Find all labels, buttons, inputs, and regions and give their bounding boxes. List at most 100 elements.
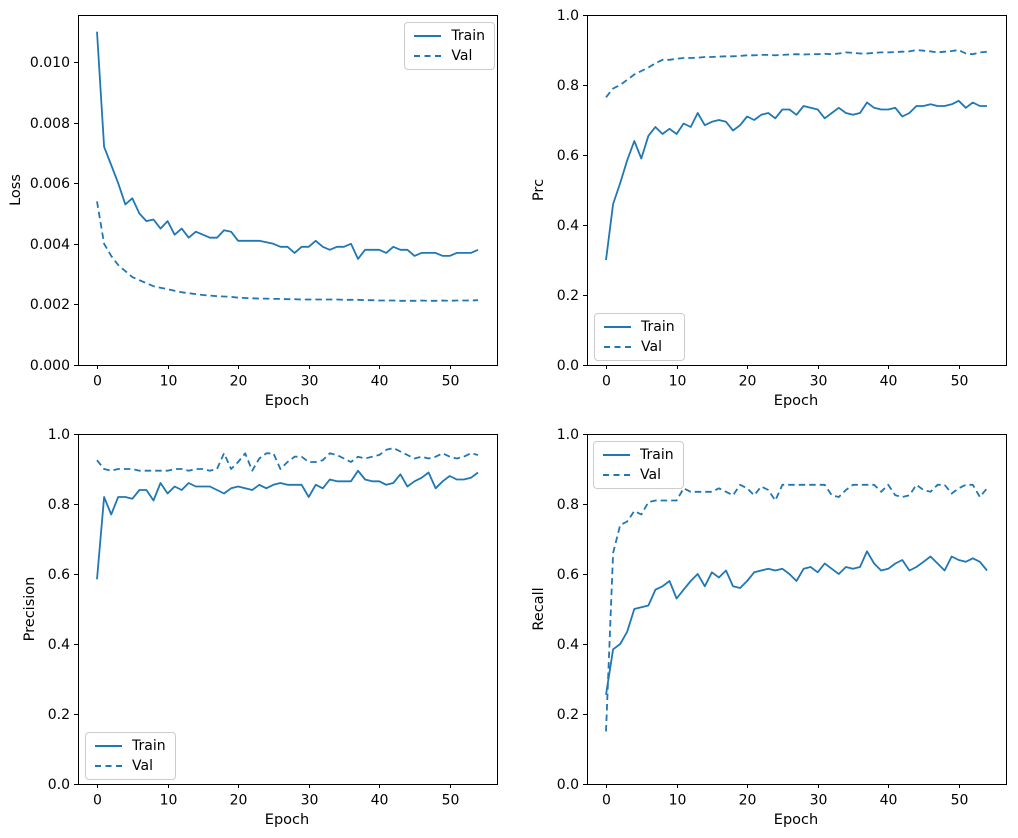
axes-frame	[587, 434, 1007, 785]
y-tick-label: 0.006	[30, 176, 70, 192]
x-tick-label: 0	[93, 373, 102, 389]
y-tick-label: 0.6	[557, 148, 579, 164]
legend-item-train: Train	[603, 447, 674, 463]
x-tick-label: 50	[951, 373, 969, 389]
train-line-sample	[414, 35, 442, 37]
x-tick-label: 20	[739, 792, 757, 808]
y-tick-label: 0.8	[48, 497, 70, 513]
axes-frame	[78, 15, 498, 366]
train-line	[96, 469, 479, 580]
y-tick-label: 0.6	[48, 567, 70, 583]
legend-item-val: Val	[95, 758, 166, 774]
y-tick-label: 0.004	[30, 237, 70, 253]
legend-label-val: Val	[641, 339, 662, 355]
legend-label-val: Val	[132, 758, 153, 774]
x-tick-label: 0	[602, 373, 611, 389]
legend-item-train: Train	[414, 28, 485, 44]
train-line-sample	[604, 326, 631, 328]
legend-label-val: Val	[640, 467, 661, 483]
legend-item-val: Val	[603, 467, 674, 483]
val-line	[96, 447, 479, 472]
x-tick-label: 50	[442, 792, 460, 808]
y-tick-label: 0.2	[48, 707, 70, 723]
val-line	[96, 201, 479, 302]
x-axis-label: Epoch	[264, 393, 310, 409]
legend-item-train: Train	[95, 738, 166, 754]
val-line-sample	[604, 346, 631, 348]
train-line-sample	[95, 745, 122, 747]
legend-label-train: Train	[132, 738, 166, 754]
x-tick-label: 40	[880, 792, 898, 808]
y-tick-label: 0.4	[48, 637, 70, 653]
legend-label-train: Train	[641, 319, 675, 335]
x-tick-label: 0	[93, 792, 102, 808]
legend-item-val: Val	[414, 48, 485, 64]
y-tick-label: 0.010	[30, 55, 70, 71]
legend-item-train: Train	[604, 319, 675, 335]
prc-subplot: 0 10 20 30 40 50 0.0 0.2 0.4 0.6 0.8 1.0 Prc Epoch …	[509, 0, 1018, 419]
y-tick-label: 0.8	[557, 497, 579, 513]
y-axis-label: Loss	[8, 174, 24, 206]
legend-label-train: Train	[451, 28, 485, 44]
train-line-sample	[603, 454, 630, 456]
x-axis-label: Epoch	[773, 812, 819, 828]
y-tick-label: 0.0	[557, 358, 579, 374]
x-tick-label: 40	[371, 373, 389, 389]
x-tick-label: 30	[301, 373, 319, 389]
x-tick-label: 40	[880, 373, 898, 389]
y-tick-label: 0.0	[557, 777, 579, 793]
y-axis-label: Precision	[22, 576, 38, 642]
x-tick-label: 30	[810, 373, 828, 389]
prc-plot-area: 0 10 20 30 40 50 0.0 0.2 0.4 0.6 0.8 1.0	[557, 8, 1007, 389]
x-tick-label: 50	[442, 373, 460, 389]
x-tick-label: 10	[160, 792, 178, 808]
x-tick-label: 10	[160, 373, 178, 389]
train-line	[605, 550, 988, 695]
x-axis-label: Epoch	[773, 393, 819, 409]
x-tick-label: 50	[951, 792, 969, 808]
recall-plot-area: 0 10 20 30 40 50 0.0 0.2 0.4 0.6 0.8 1.0	[557, 427, 1007, 808]
precision-subplot: 0 10 20 30 40 50 0.0 0.2 0.4 0.6 0.8 1.0 Precision …	[0, 419, 509, 838]
x-tick-label: 20	[739, 373, 757, 389]
val-line-sample	[95, 765, 122, 767]
legend-label-val: Val	[451, 48, 473, 64]
x-tick-label: 20	[230, 792, 248, 808]
y-tick-label: 1.0	[48, 427, 70, 443]
val-line	[605, 483, 988, 732]
val-line-sample	[603, 474, 630, 476]
legend: Train Val	[85, 732, 176, 780]
y-tick-label: 0.000	[30, 358, 70, 374]
legend-item-val: Val	[604, 339, 675, 355]
y-tick-label: 0.4	[557, 218, 579, 234]
axes-frame	[587, 15, 1007, 366]
y-axis-label: Prc	[531, 178, 547, 202]
y-tick-label: 0.0	[48, 777, 70, 793]
legend: Train Val	[593, 441, 684, 489]
y-tick-label: 0.4	[557, 637, 579, 653]
train-line	[605, 99, 987, 261]
x-tick-label: 10	[669, 373, 687, 389]
y-tick-label: 1.0	[557, 8, 579, 24]
val-line	[605, 49, 988, 98]
val-line-sample	[414, 55, 442, 57]
legend: Train Val	[594, 313, 685, 361]
legend-label-train: Train	[640, 447, 674, 463]
x-tick-label: 30	[810, 792, 828, 808]
x-tick-label: 40	[371, 792, 389, 808]
y-tick-label: 0.2	[557, 288, 579, 304]
x-axis-label: Epoch	[264, 812, 310, 828]
loss-plot-area: 0 10 20 30 40 50 0.000 0.002 0.004 0.006 0.008 0.01…	[30, 15, 498, 389]
y-tick-label: 0.2	[557, 707, 579, 723]
y-tick-label: 0.008	[30, 116, 70, 132]
legend: Train Val	[404, 22, 495, 70]
precision-plot-area: 0 10 20 30 40 50 0.0 0.2 0.4 0.6 0.8 1.0	[48, 427, 498, 808]
loss-subplot: 0 10 20 30 40 50 0.000 0.002 0.004 0.006 0.008 0.01…	[0, 0, 509, 419]
x-tick-label: 10	[669, 792, 687, 808]
train-line	[96, 31, 479, 260]
x-tick-label: 20	[230, 373, 248, 389]
y-tick-label: 0.6	[557, 567, 579, 583]
x-tick-label: 0	[602, 792, 611, 808]
x-tick-label: 30	[301, 792, 319, 808]
y-tick-label: 0.8	[557, 78, 579, 94]
